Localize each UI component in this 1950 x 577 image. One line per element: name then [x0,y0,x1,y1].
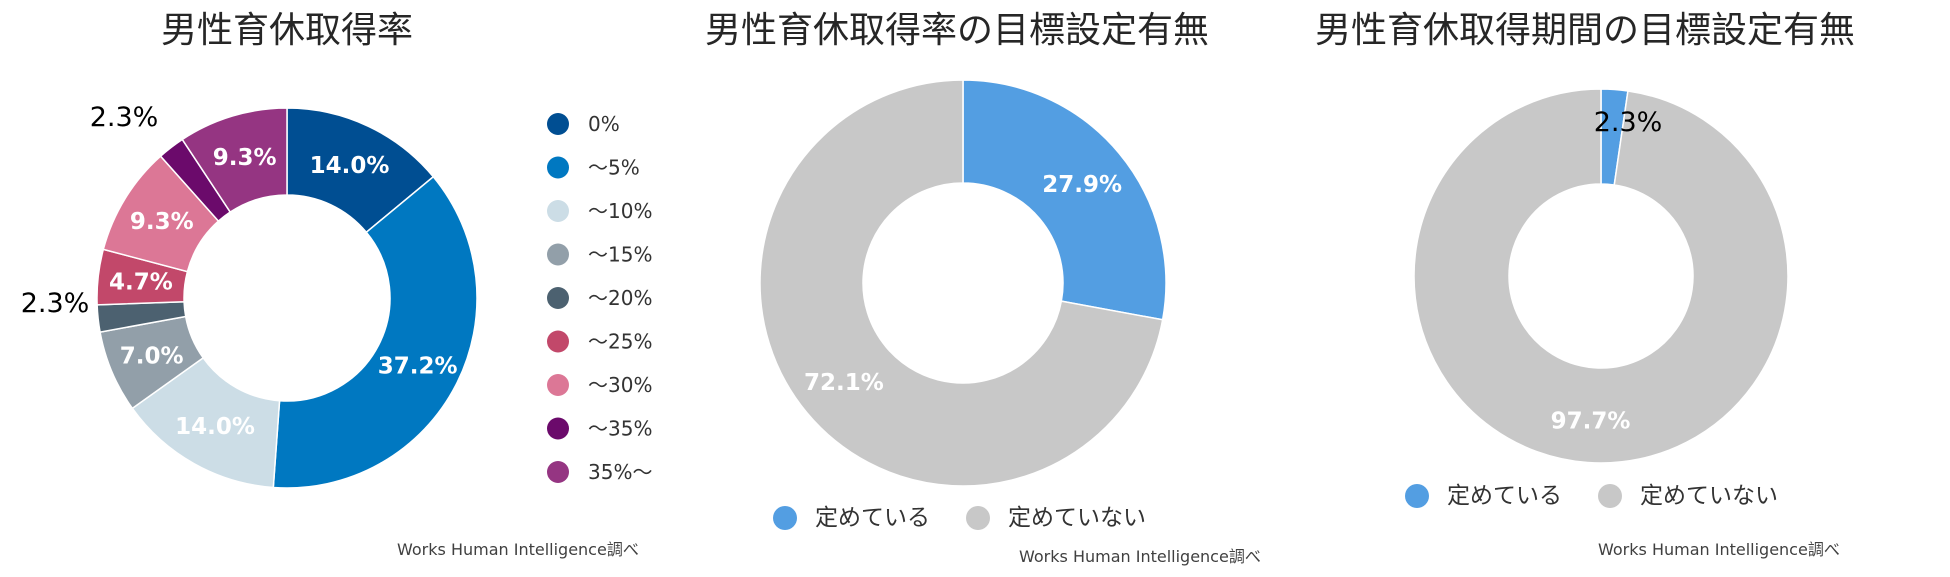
chart-2: 男性育休取得率の目標設定有無 27.9% 72.1% 定めている 定めていない Wo… [705,10,1261,566]
chart-2-legend: 定めている 定めていない [773,505,1146,531]
chart-1-legend-marker-4 [547,287,569,309]
chart-2-slices [759,79,1167,487]
chart-1-legend-label-3: ～15% [588,243,652,267]
chart-2-legend-label-1: 定めていない [1008,505,1146,531]
chart-1-legend-marker-6 [547,374,569,396]
chart-1-legend-label-8: 35%～ [588,460,652,484]
chart-1-source: Works Human Intelligence調べ [397,540,639,559]
chart-1-legend-label-6: ～30% [588,373,652,397]
chart-1-legend-label-1: ～5% [588,156,640,180]
chart-1-slice-label-7: 2.3% [90,102,159,133]
chart-1-slice-label-4: 2.3% [21,288,90,319]
chart-3-title: 男性育休取得期間の目標設定有無 [1315,10,1855,51]
chart-1-slice-8 [181,107,288,214]
chart-1-slice-label-6: 9.3% [130,209,194,235]
chart-1-slice-1 [272,175,478,489]
chart-1-legend-marker-0 [547,113,569,135]
chart-2-title: 男性育休取得率の目標設定有無 [705,10,1209,51]
chart-1-legend-label-5: ～25% [588,330,652,354]
chart-1-slice-label-0: 14.0% [310,153,390,179]
chart-1-slice-label-5: 4.7% [109,270,173,296]
chart-1-legend-label-2: ～10% [588,199,652,223]
chart-1-slice-label-3: 7.0% [120,343,184,369]
chart-1-slice-label-2: 14.0% [175,414,255,440]
chart-1-slice-label-8: 9.3% [213,145,277,171]
chart-3-legend-label-0: 定めている [1447,483,1562,509]
chart-3-slice-label-0: 2.3% [1594,107,1663,138]
chart-1-legend-marker-7 [547,417,569,440]
chart-1-legend-label-0: 0% [588,112,620,136]
chart-2-slice-0 [962,79,1167,321]
chart-1-legend: 0% ～5% ～10% ～15% ～20% ～25% ～30% ～35% 35%～ [547,112,652,484]
chart-1-legend-label-4: ～20% [588,286,652,310]
chart-3-labels: 2.3% 97.7% [1551,107,1663,435]
chart-3: 男性育休取得期間の目標設定有無 2.3% 97.7% 定めている 定めていない Wo… [1315,10,1855,559]
chart-3-legend-label-1: 定めていない [1640,483,1778,509]
chart-2-slice-label-0: 27.9% [1042,172,1122,198]
chart-3-slices [1413,88,1789,464]
chart-3-legend-marker-0 [1405,484,1429,508]
chart-1-slice-label-1: 37.2% [378,353,458,379]
chart-1-legend-marker-5 [547,330,569,353]
chart-1-labels: 14.0% 37.2% 14.0% 7.0% 2.3% 4.7% 9.3% 2.3% 9.3% [21,102,458,440]
chart-3-slice-1 [1413,88,1789,464]
chart-2-labels: 27.9% 72.1% [804,172,1122,396]
chart-2-slice-label-1: 72.1% [804,370,884,396]
chart-3-slice-label-1: 97.7% [1551,409,1631,435]
chart-1-legend-marker-3 [547,243,569,266]
chart-1: 男性育休取得率 14.0% 37.2% 14.0% 7.0% 2.3% 4.7% 9.3% 2… [21,10,653,559]
chart-2-source: Works Human Intelligence調べ [1019,547,1261,566]
chart-2-legend-marker-1 [966,506,990,530]
chart-3-legend-marker-1 [1598,484,1622,508]
chart-1-legend-marker-1 [547,156,569,179]
chart-1-slices [96,107,478,489]
chart-1-legend-marker-2 [547,200,569,222]
chart-2-slice-1 [759,79,1164,487]
chart-1-legend-label-7: ～35% [588,417,652,441]
chart-2-legend-label-0: 定めている [815,505,930,531]
chart-1-title: 男性育休取得率 [161,10,413,51]
chart-3-source: Works Human Intelligence調べ [1598,540,1840,559]
chart-1-legend-marker-8 [547,461,569,483]
chart-2-legend-marker-0 [773,506,797,530]
chart-3-legend: 定めている 定めていない [1405,483,1778,509]
